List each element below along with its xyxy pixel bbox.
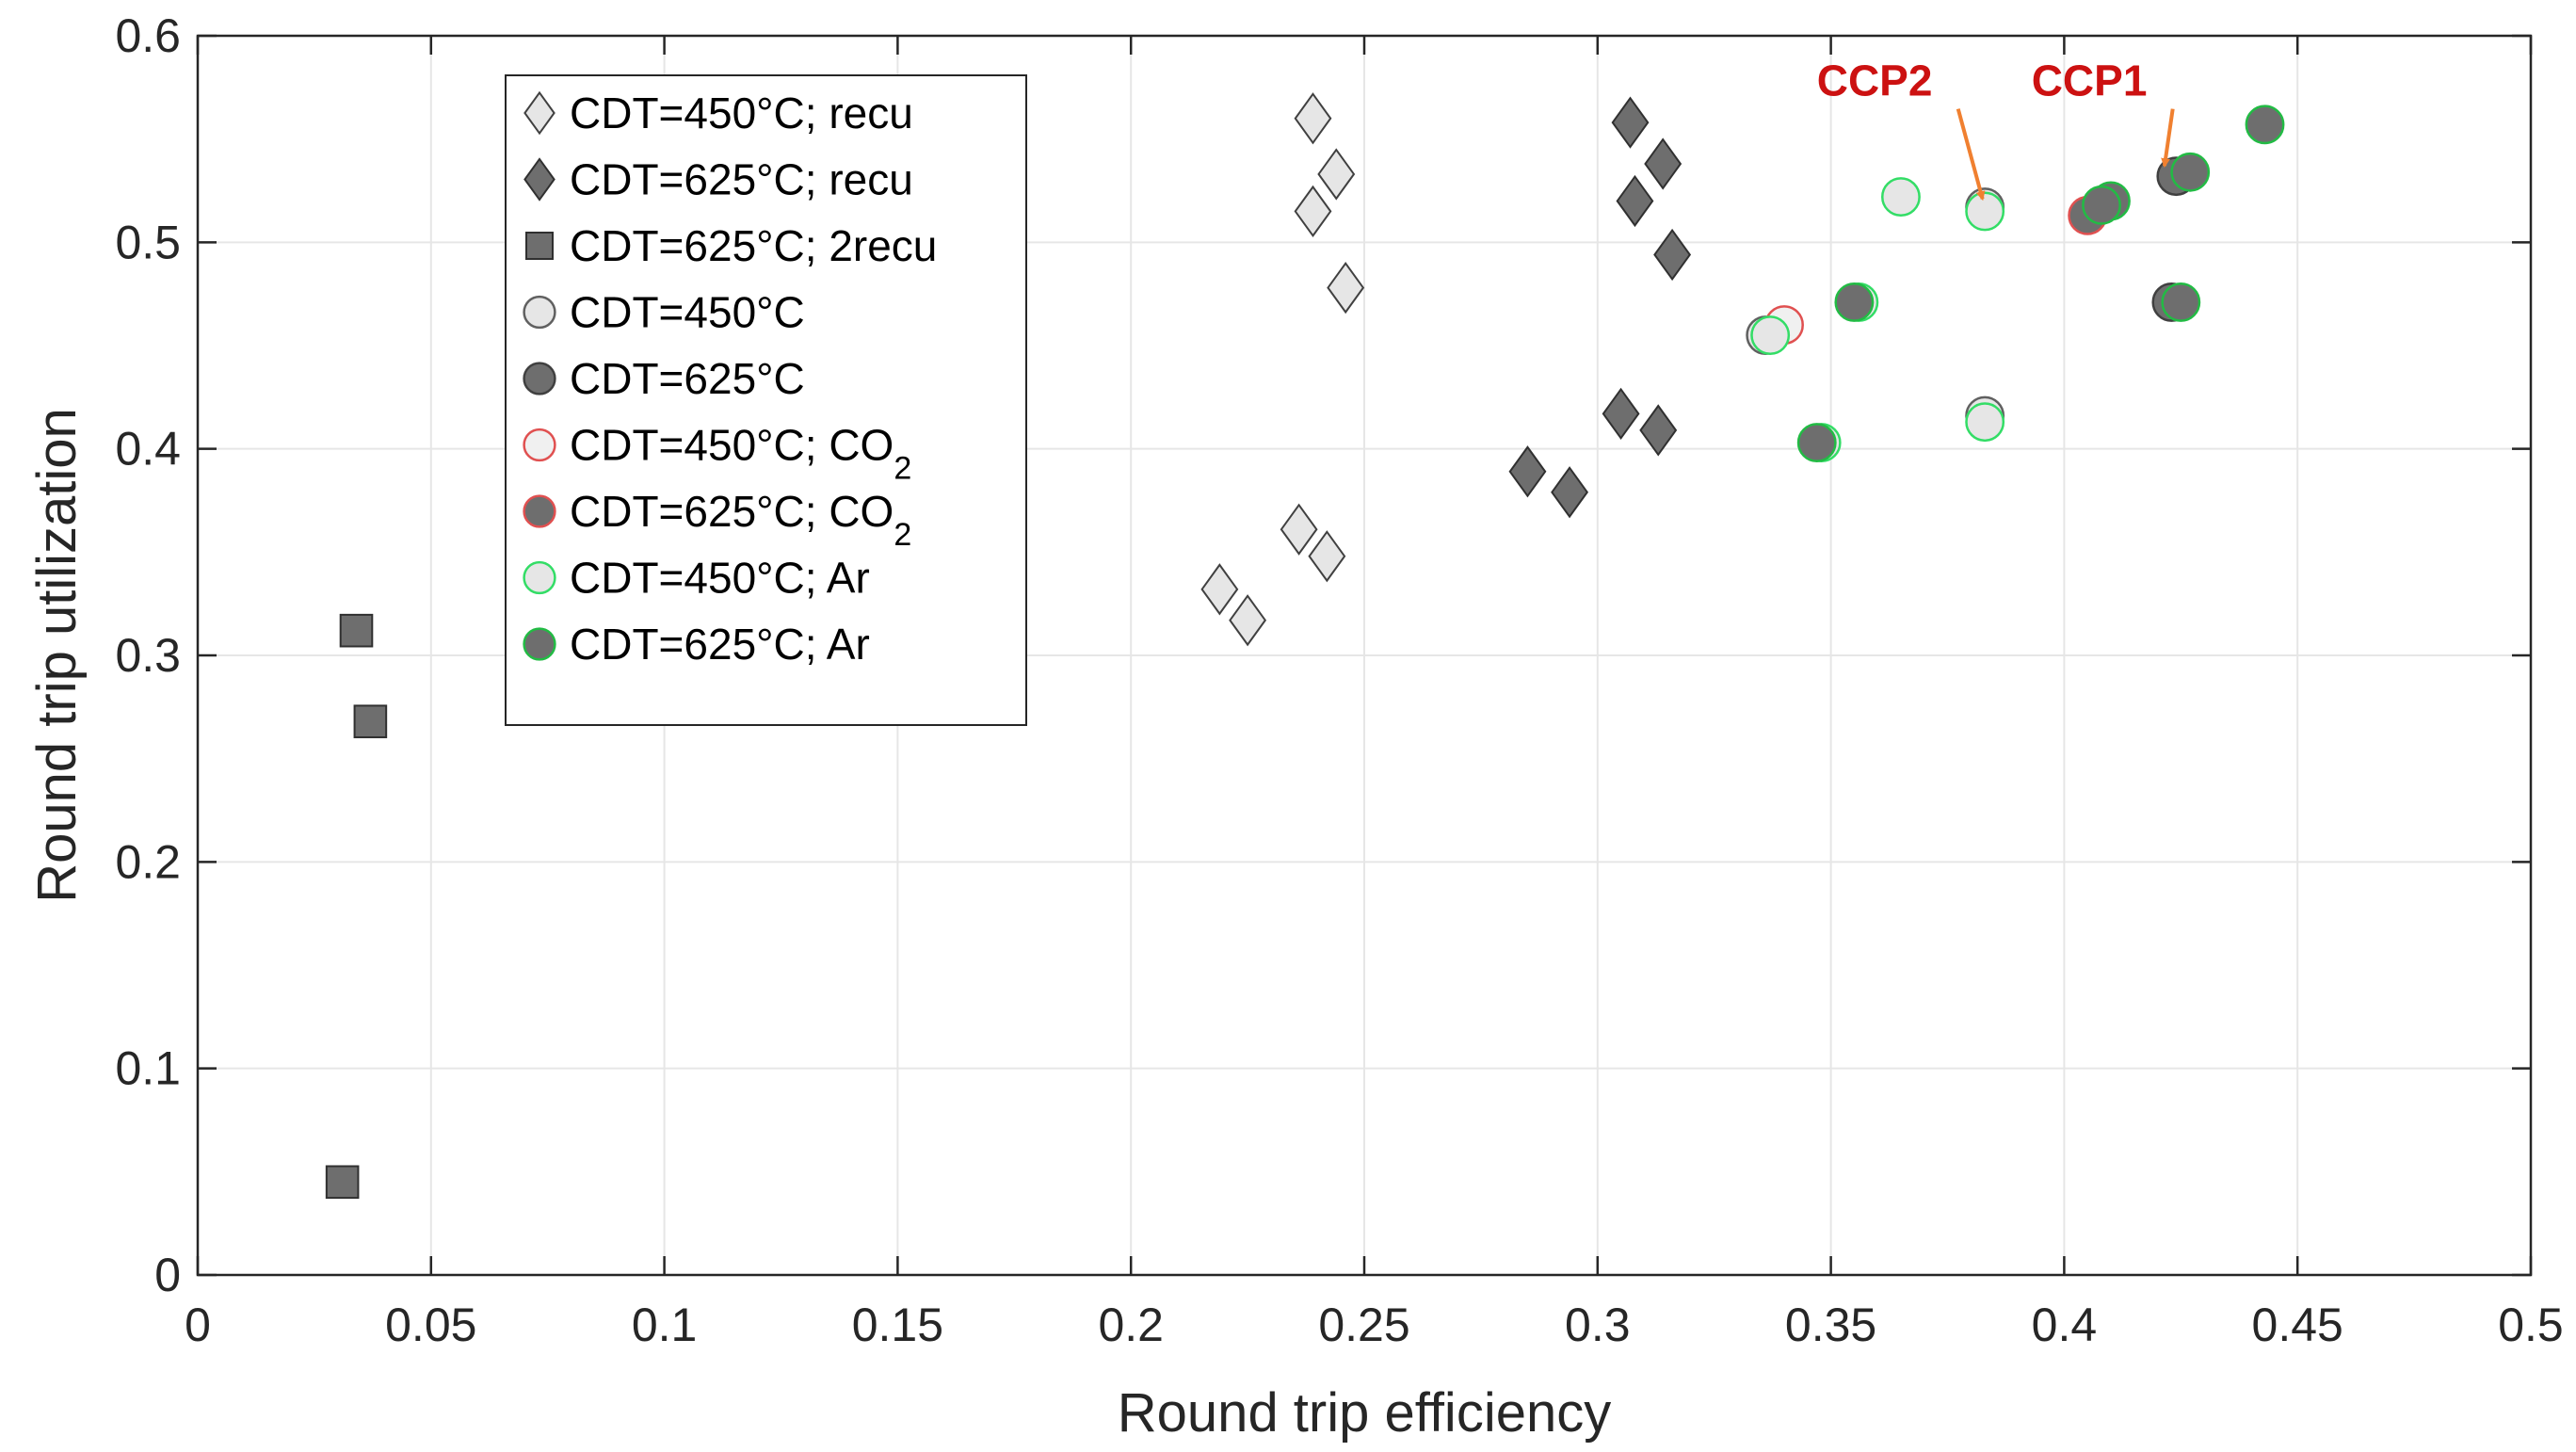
x-tick-label: 0.2 <box>1098 1299 1164 1351</box>
y-tick-label: 0.2 <box>115 835 181 888</box>
data-point <box>1653 228 1692 282</box>
legend-label: CDT=625°C <box>570 354 805 403</box>
data-point <box>1317 148 1356 201</box>
data-point <box>1280 503 1318 556</box>
legend-marker <box>523 560 556 595</box>
y-tick-label: 0.3 <box>115 629 181 682</box>
x-tick-label: 0 <box>185 1299 211 1351</box>
annotations: CCP2 CCP1 <box>1817 56 2175 202</box>
x-tick-label: 0.25 <box>1318 1299 1409 1351</box>
x-tick-label: 0.5 <box>2498 1299 2564 1351</box>
legend-marker <box>523 90 555 136</box>
series-0 <box>1200 92 1365 647</box>
data-points <box>325 92 2285 1200</box>
y-axis-ticks: 0 0.1 0.2 0.3 0.4 0.5 0.6 <box>115 9 2531 1301</box>
x-tick-label: 0.4 <box>2032 1299 2098 1351</box>
legend-label: CDT=625°C; Ar <box>570 620 870 669</box>
legend-label: CDT=625°C; 2recu <box>570 221 937 270</box>
data-point <box>2161 282 2201 322</box>
series-1 <box>1508 96 1692 519</box>
legend-subscript: 2 <box>894 451 911 487</box>
legend-marker <box>523 362 556 395</box>
x-tick-label: 0.45 <box>2252 1299 2343 1351</box>
data-point <box>1229 594 1267 647</box>
data-point <box>2245 105 2285 145</box>
legend-label: CDT=625°C; recu <box>570 155 913 204</box>
legend-box <box>505 74 1027 726</box>
x-axis-label: Round trip efficiency <box>1118 1382 1611 1444</box>
series-2 <box>325 613 388 1200</box>
data-point <box>1308 530 1346 583</box>
x-tick-label: 0.3 <box>1565 1299 1631 1351</box>
series-8 <box>1796 105 2285 463</box>
legend-label: CDT=450°C; Ar <box>570 554 870 603</box>
x-tick-label: 0.05 <box>385 1299 476 1351</box>
data-point <box>1644 137 1682 190</box>
data-point <box>1750 315 1791 355</box>
y-tick-label: 0.5 <box>115 216 181 268</box>
data-point <box>2170 152 2211 192</box>
x-axis-ticks: 0 0.05 0.1 0.15 0.2 0.25 0.3 0.35 0.4 0.45 0.5 <box>185 36 2564 1351</box>
data-point <box>1834 282 1875 322</box>
legend-marker <box>525 232 554 260</box>
data-point <box>1611 96 1650 149</box>
annotation-label: CCP1 <box>2032 56 2148 105</box>
data-point <box>1965 191 2005 232</box>
y-tick-label: 0.4 <box>115 423 181 476</box>
y-axis-label: Round trip utilization <box>26 408 88 903</box>
legend-marker <box>523 494 556 528</box>
y-tick-label: 0.6 <box>115 9 181 62</box>
data-point <box>1639 404 1678 457</box>
data-point <box>1881 177 1921 218</box>
legend-marker <box>523 295 556 330</box>
y-tick-label: 0.1 <box>115 1042 181 1095</box>
data-point <box>339 613 374 648</box>
data-point <box>1602 387 1640 441</box>
data-point <box>1200 563 1239 616</box>
annotation-label: CCP2 <box>1817 56 1933 105</box>
data-point <box>1294 185 1332 238</box>
legend-marker <box>523 627 556 661</box>
data-point <box>353 704 388 738</box>
legend: CDT=450°C; recu CDT=625°C; recu CDT=625°C;… <box>505 74 1027 726</box>
data-point <box>1616 174 1654 228</box>
y-tick-label: 0 <box>154 1249 181 1301</box>
x-tick-label: 0.1 <box>632 1299 698 1351</box>
x-tick-label: 0.35 <box>1785 1299 1876 1351</box>
annotation-arrow <box>2161 108 2175 169</box>
legend-label: CDT=450°C; recu <box>570 89 913 137</box>
legend-label: CDT=450°C <box>570 288 805 337</box>
data-point <box>1551 466 1589 519</box>
annotation-arrow <box>1956 108 1986 202</box>
data-point <box>1796 423 1837 463</box>
x-tick-label: 0.15 <box>852 1299 943 1351</box>
legend-marker <box>523 428 556 462</box>
legend-subscript: 2 <box>894 517 911 553</box>
data-point <box>1327 261 1365 315</box>
data-point <box>1508 445 1547 498</box>
data-point <box>1294 92 1332 145</box>
legend-marker <box>523 157 555 202</box>
data-point <box>1965 402 2005 443</box>
data-point <box>2082 185 2121 225</box>
data-point <box>325 1165 360 1200</box>
